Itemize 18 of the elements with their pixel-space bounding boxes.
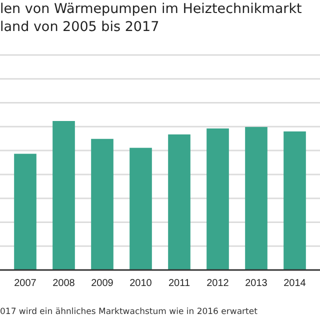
x-tick-label: 2012 [206,278,230,290]
x-tick-label: 2010 [130,278,152,290]
bar [206,128,229,270]
bar [245,126,268,270]
bar [130,148,152,270]
bar [14,154,36,270]
x-tick-label: 2011 [168,278,190,290]
bar [52,121,75,270]
x-tick-label: 2009 [91,278,114,290]
bar [168,134,190,270]
x-tick-label: 2014 [284,278,306,290]
x-tick-label: 2013 [245,278,268,290]
bar [91,138,114,270]
chart-title: len von Wärmepumpen im Heiztechnikmarkt land von 2005 bis 2017 [0,1,302,35]
bar [284,131,306,270]
x-tick-label: 2008 [52,278,76,290]
x-tick-label: 2007 [14,278,37,290]
text: 017 wird ein ähnliches Marktwachstum wie in 2016 erwartet [0,307,258,317]
